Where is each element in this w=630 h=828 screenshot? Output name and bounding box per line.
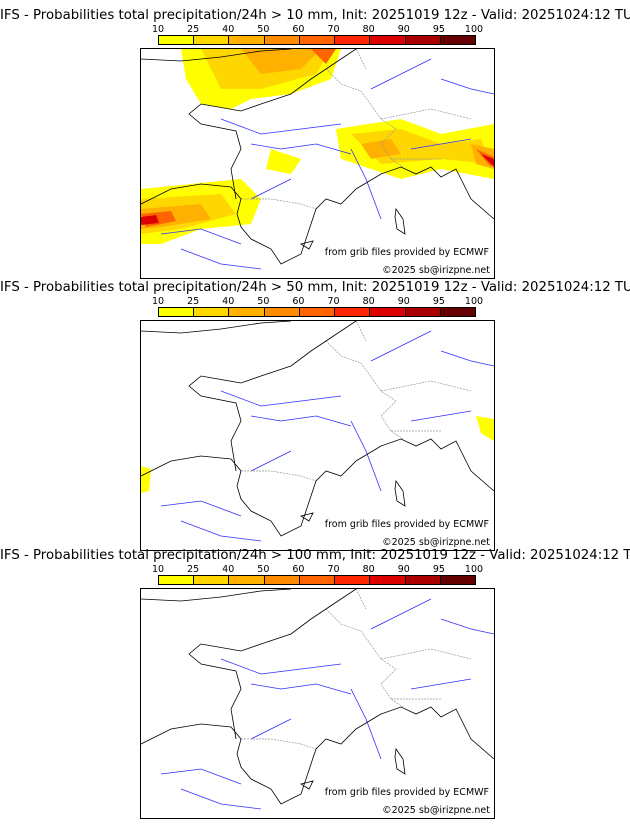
colorbar-cell xyxy=(440,576,475,584)
colorbar-cell xyxy=(229,576,265,584)
colorbar-tick: 80 xyxy=(362,24,375,35)
copyright-credit: ©2025 sb@irizpne.net xyxy=(382,805,490,816)
precipitation-map: from grib files provided by ECMWF ©2025 … xyxy=(140,588,495,819)
colorbar-cell xyxy=(335,576,371,584)
colorbar xyxy=(158,575,476,585)
colorbar-tick: 80 xyxy=(362,564,375,575)
colorbar-ticks: 10 25 40 50 60 70 80 90 95 100 xyxy=(152,296,483,307)
colorbar-cell xyxy=(335,308,371,316)
colorbar-tick: 10 xyxy=(151,564,165,575)
colorbar-cell xyxy=(229,36,265,44)
precip-area xyxy=(141,416,494,493)
borders xyxy=(241,589,472,750)
colorbar-cell xyxy=(405,576,441,584)
colorbar-cell xyxy=(264,36,300,44)
colorbar-tick: 10 xyxy=(151,24,165,35)
colorbar-cell xyxy=(194,308,230,316)
borders xyxy=(241,49,472,210)
colorbar-cell xyxy=(335,36,371,44)
colorbar-tick: 25 xyxy=(187,564,200,575)
colorbar-tick: 50 xyxy=(257,296,270,307)
colorbar-tick: 40 xyxy=(222,24,235,35)
precip-area xyxy=(141,49,494,229)
colorbar-cell xyxy=(299,308,336,316)
colorbar xyxy=(158,307,476,317)
colorbar-ticks: 10 25 40 50 60 70 80 90 95 100 xyxy=(152,564,483,575)
colorbar-tick: 70 xyxy=(327,564,340,575)
borders xyxy=(241,321,472,482)
map-canvas xyxy=(141,589,494,810)
copyright-credit: ©2025 sb@irizpne.net xyxy=(382,265,490,276)
coastline xyxy=(141,321,494,537)
colorbar-cell xyxy=(159,576,195,584)
colorbar-tick: 90 xyxy=(397,24,410,35)
colorbar-cell xyxy=(440,308,475,316)
colorbar-cell xyxy=(159,36,195,44)
source-credit: from grib files provided by ECMWF xyxy=(324,519,489,530)
rivers xyxy=(160,330,494,542)
colorbar-cell xyxy=(299,36,336,44)
colorbar-tick: 10 xyxy=(151,296,165,307)
colorbar xyxy=(158,35,476,45)
rivers xyxy=(160,58,494,270)
source-credit: from grib files provided by ECMWF xyxy=(324,787,489,798)
colorbar-tick: 90 xyxy=(397,564,410,575)
colorbar-cell xyxy=(370,308,406,316)
colorbar-cell xyxy=(370,36,406,44)
colorbar-cell xyxy=(159,308,195,316)
colorbar-tick: 100 xyxy=(464,24,484,35)
colorbar-tick: 25 xyxy=(187,24,200,35)
colorbar-cell xyxy=(405,36,441,44)
panel-title: IFS - Probabilities total precipitation/… xyxy=(0,8,630,23)
colorbar-tick: 60 xyxy=(292,24,305,35)
colorbar-cell xyxy=(440,36,475,44)
precipitation-map: from grib files provided by ECMWF ©2025 … xyxy=(140,48,495,279)
colorbar-tick: 70 xyxy=(327,296,340,307)
colorbar-cell xyxy=(264,308,300,316)
map-canvas xyxy=(141,321,494,542)
colorbar-tick: 50 xyxy=(257,564,270,575)
colorbar-tick: 95 xyxy=(432,24,445,35)
colorbar-cell xyxy=(299,576,336,584)
colorbar-tick: 90 xyxy=(397,296,410,307)
colorbar-ticks: 10 25 40 50 60 70 80 90 95 100 xyxy=(152,24,483,35)
colorbar-tick: 25 xyxy=(187,296,200,307)
map-canvas xyxy=(141,49,494,270)
colorbar-tick: 50 xyxy=(257,24,270,35)
precipitation-map: from grib files provided by ECMWF ©2025 … xyxy=(140,320,495,551)
colorbar-tick: 100 xyxy=(464,564,484,575)
panel-title: IFS - Probabilities total precipitation/… xyxy=(0,548,630,563)
colorbar-tick: 60 xyxy=(292,564,305,575)
colorbar-cell xyxy=(194,36,230,44)
colorbar-cell xyxy=(405,308,441,316)
colorbar-cell xyxy=(264,576,300,584)
colorbar-tick: 40 xyxy=(222,564,235,575)
coastline xyxy=(141,49,494,265)
colorbar-tick: 95 xyxy=(432,564,445,575)
coastline xyxy=(141,589,494,805)
source-credit: from grib files provided by ECMWF xyxy=(324,247,489,258)
colorbar-cell xyxy=(229,308,265,316)
copyright-credit: ©2025 sb@irizpne.net xyxy=(382,537,490,548)
colorbar-tick: 60 xyxy=(292,296,305,307)
colorbar-tick: 100 xyxy=(464,296,484,307)
panel-title: IFS - Probabilities total precipitation/… xyxy=(0,280,630,295)
colorbar-tick: 80 xyxy=(362,296,375,307)
colorbar-cell xyxy=(194,576,230,584)
rivers xyxy=(160,598,494,810)
colorbar-cell xyxy=(370,576,406,584)
colorbar-tick: 95 xyxy=(432,296,445,307)
precip-area xyxy=(141,49,494,244)
colorbar-tick: 40 xyxy=(222,296,235,307)
colorbar-tick: 70 xyxy=(327,24,340,35)
